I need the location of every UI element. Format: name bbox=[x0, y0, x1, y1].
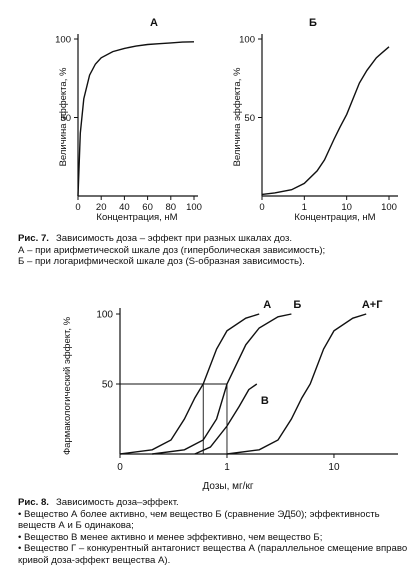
x-tick-label: 80 bbox=[166, 202, 177, 213]
curve-2 bbox=[152, 313, 292, 455]
x-tick-label: 60 bbox=[142, 202, 153, 213]
y-tick-label: 100 bbox=[55, 35, 71, 46]
y-tick-label: 100 bbox=[239, 35, 255, 46]
x-tick-label: 1 bbox=[302, 202, 307, 213]
panel-b-label: Б bbox=[309, 17, 317, 29]
figure-7-title: Зависимость доза – эффект при разных шка… bbox=[55, 233, 293, 244]
x-tick-label: 10 bbox=[328, 462, 340, 473]
x-tick-label: 40 bbox=[119, 202, 130, 213]
x-tick-label: 0 bbox=[117, 462, 123, 473]
panel-c-ylabel: Фармакологический эффект, % bbox=[62, 316, 73, 455]
panel-a-ylabel: Величина эффекта, % bbox=[58, 67, 69, 166]
curve-label-3: В bbox=[261, 395, 269, 407]
x-tick-label: 1 bbox=[224, 462, 230, 473]
chart-panel-a: А Величина эффекта, % Концентрация, нМ 0… bbox=[55, 17, 202, 223]
chart-panel-b: Б Величина эффекта, % Концентрация, нМ 0… bbox=[232, 17, 398, 223]
panel-a-curve bbox=[77, 41, 195, 197]
y-tick-label: 50 bbox=[244, 113, 255, 124]
panel-b-ylabel: Величина эффекта, % bbox=[232, 67, 243, 166]
curve-label-4: А+Г bbox=[362, 299, 383, 311]
figure-7-label: Рис. 7. bbox=[18, 233, 49, 244]
figure-8-caption: Рис. 8. Зависимость доза–эффект. • Вещест… bbox=[18, 497, 410, 567]
figure-8-bullet-2: • Вещество В менее активно и менее эффек… bbox=[18, 531, 323, 543]
curve-label-1: А bbox=[263, 299, 271, 311]
figure-8-label: Рис. 8. bbox=[18, 497, 49, 508]
curve-4 bbox=[226, 313, 367, 455]
x-tick-label: 100 bbox=[186, 202, 202, 213]
curve-label-2: Б bbox=[293, 299, 301, 311]
figure-8-bullet-1: • Вещество А более активно, чем вещество… bbox=[18, 508, 380, 532]
y-tick-label: 50 bbox=[60, 113, 71, 124]
panel-a-xlabel: Концентрация, нМ bbox=[96, 212, 177, 223]
figure-7-line-b: Б – при логарифмической шкале доз (S-обр… bbox=[18, 256, 305, 268]
figure-7-line-a: А – при арифметической шкале доз (гиперб… bbox=[18, 244, 326, 256]
panel-a-label: А bbox=[150, 17, 158, 29]
figure-8-bullet-3: • Вещество Г – конкурентный антагонист в… bbox=[18, 543, 408, 566]
panel-b-curve bbox=[261, 46, 390, 196]
chart-panel-dose-effect: Фармакологический эффект, % Дозы, мг/кг … bbox=[62, 299, 398, 492]
figure-8-title: Зависимость доза–эффект. bbox=[55, 497, 179, 508]
figure-7-caption: Рис. 7. Зависимость доза – эффект при раз… bbox=[18, 233, 411, 268]
y-tick-label: 50 bbox=[102, 380, 114, 391]
x-tick-label: 20 bbox=[96, 202, 107, 213]
curve-1 bbox=[119, 313, 260, 455]
curve-3 bbox=[194, 383, 258, 455]
panel-c-xlabel: Дозы, мг/кг bbox=[203, 481, 254, 492]
x-tick-label: 10 bbox=[341, 202, 352, 213]
y-tick-label: 100 bbox=[96, 310, 113, 321]
x-tick-label: 0 bbox=[259, 202, 264, 213]
x-tick-label: 0 bbox=[75, 202, 80, 213]
panel-b-xlabel: Концентрация, нМ bbox=[294, 212, 375, 223]
x-tick-label: 100 bbox=[381, 202, 397, 213]
